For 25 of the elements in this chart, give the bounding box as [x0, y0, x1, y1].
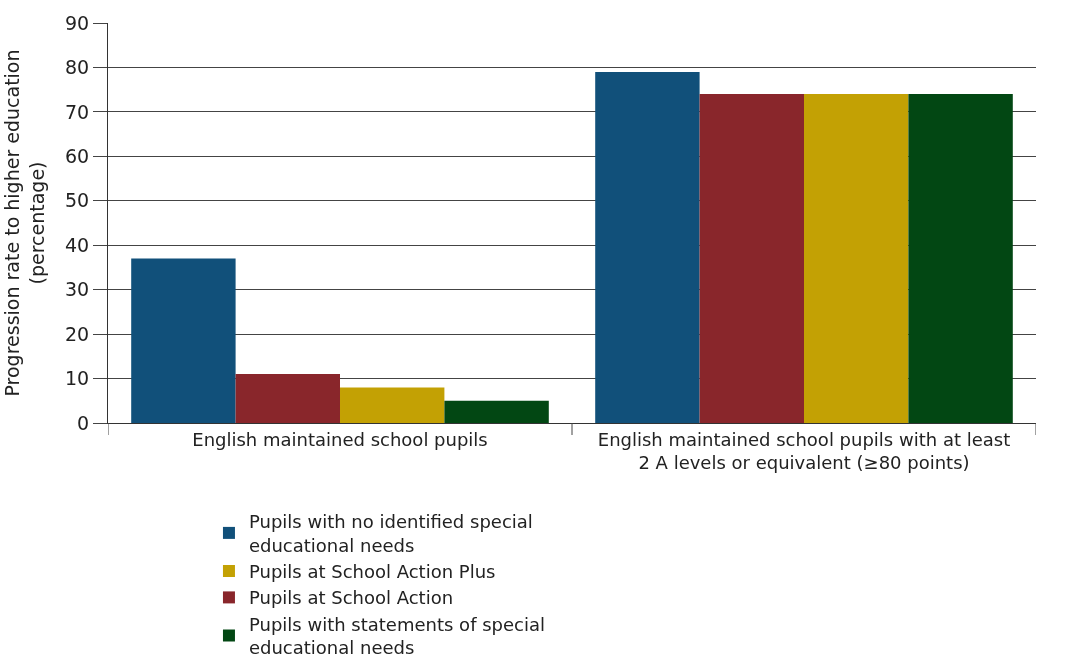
y-tick-label: 90: [65, 11, 90, 34]
bar: [908, 94, 1013, 423]
y-tick-label: 80: [65, 56, 90, 79]
y-axis-title: Progression rate to higher education (percentage): [1, 49, 48, 397]
bar: [444, 400, 549, 423]
x-tick-label: English maintained school pupils: [192, 428, 488, 450]
bar: [131, 258, 236, 423]
y-tick-label: 60: [65, 144, 90, 167]
bar: [235, 374, 340, 423]
legend-label: Pupils at School Action: [248, 587, 454, 609]
y-tick-label: 70: [65, 100, 90, 123]
y-tick-label: 0: [77, 411, 90, 434]
x-tick-label: English maintained school pupils with at least 2 A levels or equivalent (≥80 points): [597, 428, 1011, 473]
y-tick-label: 40: [65, 233, 90, 256]
legend-label: Pupils at School Action Plus: [248, 561, 496, 583]
y-tick-label: 30: [65, 278, 90, 301]
y-tick-label: 20: [65, 322, 90, 345]
y-tick-label: 50: [65, 189, 90, 212]
bar: [595, 71, 700, 423]
bar: [340, 387, 445, 423]
legend-label: Pupils with statements of special educational needs: [248, 613, 546, 659]
bar: [699, 94, 804, 423]
legend-label: Pupils with no identified special educational needs: [248, 511, 533, 556]
y-tick-label: 10: [65, 367, 90, 390]
bar: [804, 94, 909, 423]
